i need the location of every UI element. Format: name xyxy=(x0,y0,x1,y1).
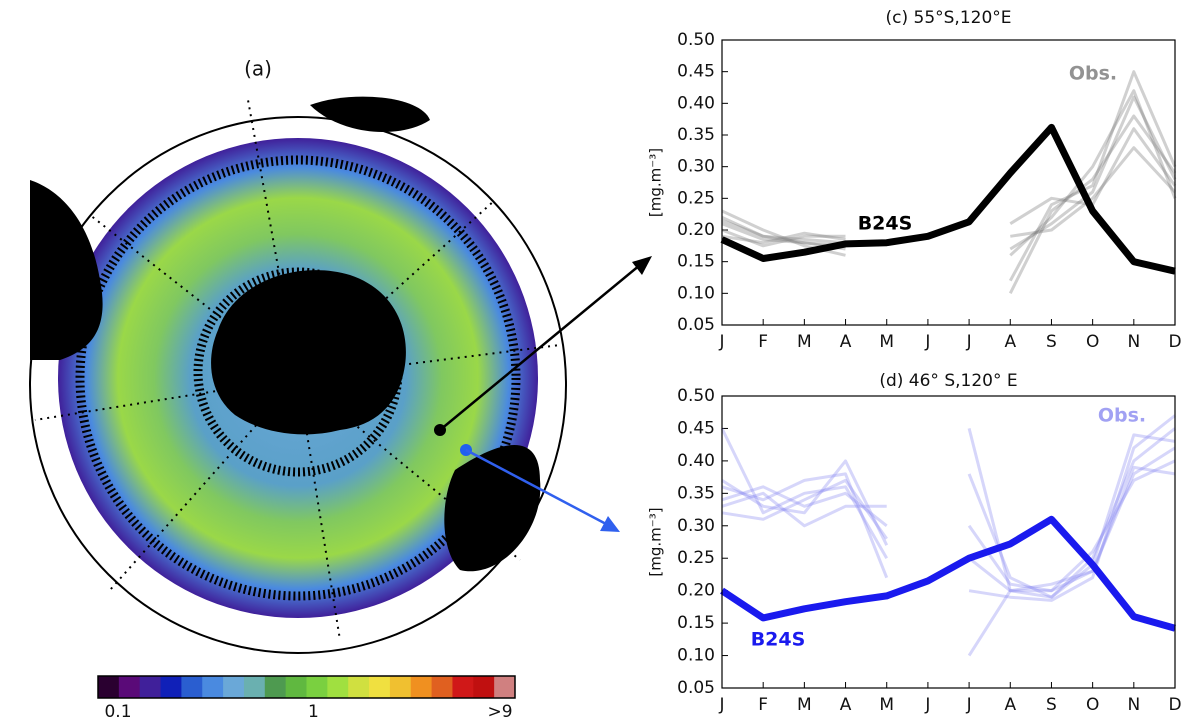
colorbar-cell xyxy=(431,676,453,698)
x-tick-label: N xyxy=(1127,332,1140,352)
series-label: B24S xyxy=(858,213,913,235)
colorbar-tick-label: >9 xyxy=(487,702,512,722)
x-tick-label: J xyxy=(966,695,972,715)
y-tick-label: 0.15 xyxy=(677,613,715,633)
y-tick-label: 0.15 xyxy=(677,252,715,272)
chart-title: (d) 46° S,120° E xyxy=(879,371,1017,391)
model-line xyxy=(720,515,1176,632)
y-tick-label: 0.20 xyxy=(677,581,715,601)
y-tick-label: 0.45 xyxy=(677,418,715,438)
chart-title: (c) 55°S,120°E xyxy=(885,8,1011,28)
colorbar-cell xyxy=(243,676,266,698)
x-tick-label: J xyxy=(924,332,930,352)
y-tick-label: 0.40 xyxy=(677,93,715,113)
series-label: Obs. xyxy=(1098,405,1146,427)
x-tick-label: M xyxy=(879,695,894,715)
x-tick-label: A xyxy=(1004,695,1016,715)
colorbar-cell xyxy=(181,676,203,698)
colorbar-cell xyxy=(410,676,433,698)
x-tick-label: O xyxy=(1086,332,1099,352)
y-tick-label: 0.10 xyxy=(677,283,715,303)
map-title: (a) xyxy=(244,57,272,81)
colorbar-cell xyxy=(139,676,162,698)
x-tick-label: A xyxy=(1004,332,1016,352)
y-tick-label: 0.05 xyxy=(677,678,715,698)
colorbar-cell xyxy=(452,676,474,698)
colorbar-cell xyxy=(223,676,245,698)
y-tick-label: 0.40 xyxy=(677,451,715,471)
y-tick-label: 0.05 xyxy=(677,315,715,335)
x-tick-label: A xyxy=(840,332,852,352)
plot-frame xyxy=(721,39,1176,326)
colorbar-cell xyxy=(160,676,182,698)
x-tick-label: J xyxy=(718,332,724,352)
y-axis-label: [mg.m⁻³] xyxy=(647,148,665,217)
y-tick-label: 0.50 xyxy=(677,386,715,406)
obs-line xyxy=(720,414,1176,602)
obs-line xyxy=(721,446,1176,593)
x-tick-label: M xyxy=(879,332,894,352)
x-tick-label: S xyxy=(1046,332,1057,352)
y-tick-label: 0.35 xyxy=(677,483,715,503)
obs-line xyxy=(721,70,1177,282)
obs-line xyxy=(721,427,1176,599)
x-tick-label: J xyxy=(966,332,972,352)
x-tick-label: F xyxy=(758,332,768,352)
obs-line xyxy=(721,433,1176,599)
plot-frame xyxy=(721,395,1176,689)
obs-line xyxy=(721,465,1176,593)
x-tick-label: D xyxy=(1168,332,1181,352)
y-tick-label: 0.25 xyxy=(677,548,715,568)
colorbar-cell xyxy=(348,676,370,698)
x-tick-label: F xyxy=(758,695,768,715)
colorbar-cell xyxy=(389,676,412,698)
x-tick-label: M xyxy=(797,695,812,715)
colorbar-cell xyxy=(473,676,495,698)
y-tick-label: 0.25 xyxy=(677,188,715,208)
colorbar-cell xyxy=(98,676,120,698)
x-tick-label: O xyxy=(1086,695,1099,715)
series-label: B24S xyxy=(751,629,806,651)
map xyxy=(29,96,567,654)
x-tick-label: A xyxy=(840,695,852,715)
obs-line xyxy=(721,459,1176,657)
model-line xyxy=(720,123,1176,275)
y-axis-label: [mg.m⁻³] xyxy=(647,507,665,576)
x-tick-label: N xyxy=(1127,695,1140,715)
colorbar-cell xyxy=(264,676,287,698)
x-tick-label: J xyxy=(718,695,724,715)
colorbar-cell xyxy=(285,676,307,698)
obs-line xyxy=(721,146,1177,248)
meridians xyxy=(34,99,561,641)
y-tick-label: 0.50 xyxy=(677,30,715,50)
colorbar-cell xyxy=(494,676,516,698)
x-tick-label: M xyxy=(797,332,812,352)
x-tick-label: D xyxy=(1168,695,1181,715)
y-tick-label: 0.20 xyxy=(677,220,715,240)
landmass xyxy=(310,96,430,132)
y-tick-label: 0.30 xyxy=(677,516,715,536)
antarctica xyxy=(211,270,406,435)
y-tick-label: 0.30 xyxy=(677,157,715,177)
x-tick-label: J xyxy=(924,695,930,715)
y-tick-label: 0.10 xyxy=(677,646,715,666)
y-tick-label: 0.45 xyxy=(677,62,715,82)
y-tick-label: 0.35 xyxy=(677,125,715,145)
colorbar-cell xyxy=(369,676,391,698)
colorbar-cell xyxy=(327,676,349,698)
colorbar-tick-label: 0.1 xyxy=(104,702,131,722)
colorbar-cell xyxy=(202,676,224,698)
ring-band xyxy=(75,155,521,601)
x-tick-label: S xyxy=(1046,695,1057,715)
series-label: Obs. xyxy=(1069,63,1117,85)
colorbar-cell xyxy=(306,676,328,698)
colorbar-cell xyxy=(118,676,141,698)
colorbar-tick-label: 1 xyxy=(308,702,319,722)
arrows xyxy=(439,256,652,532)
landmass xyxy=(30,180,103,360)
colorbar-frame xyxy=(97,675,516,699)
obs-line xyxy=(721,95,1177,251)
